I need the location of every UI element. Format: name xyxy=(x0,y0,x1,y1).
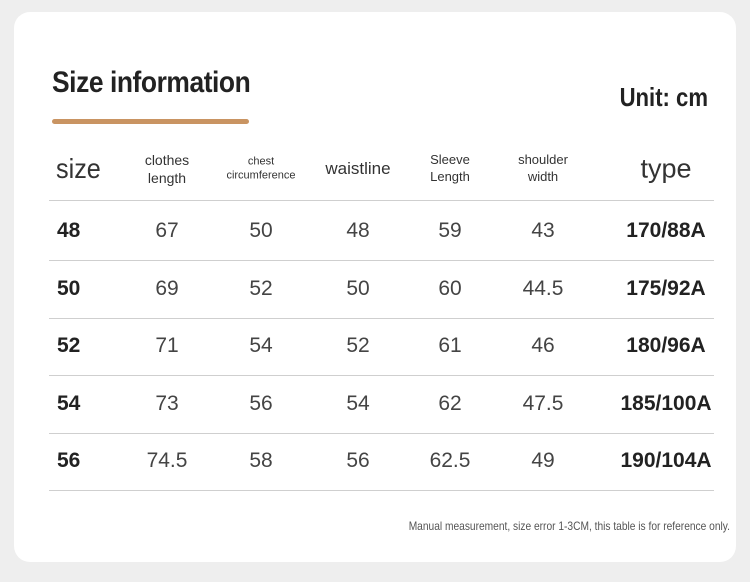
column-header: chest circumference xyxy=(226,155,296,182)
column-header: type xyxy=(640,153,692,184)
measure-cell: 50 xyxy=(249,219,273,242)
size-cell: 54 xyxy=(57,392,81,415)
measure-cell: 58 xyxy=(249,449,273,472)
measure-cell: 50 xyxy=(346,277,370,300)
measure-cell: 43 xyxy=(531,219,555,242)
row-rule xyxy=(49,375,714,376)
measure-cell: 44.5 xyxy=(522,277,564,300)
measure-cell: 73 xyxy=(155,392,179,415)
measure-cell: 69 xyxy=(155,277,179,300)
size-cell: 48 xyxy=(57,219,81,242)
title: Size information xyxy=(52,66,251,99)
measure-cell: 61 xyxy=(438,334,462,357)
column-header: size xyxy=(56,152,101,184)
row-rule xyxy=(49,433,714,434)
measure-cell: 60 xyxy=(438,277,462,300)
row-rule xyxy=(49,490,714,491)
measure-cell: 71 xyxy=(155,334,179,357)
type-cell: 175/92A xyxy=(626,277,706,300)
measure-cell: 52 xyxy=(346,334,370,357)
row-rule xyxy=(49,318,714,319)
type-cell: 190/104A xyxy=(620,449,712,472)
size-cell: 52 xyxy=(57,334,81,357)
row-rule xyxy=(49,260,714,261)
row-rule xyxy=(49,200,714,201)
measure-cell: 52 xyxy=(249,277,273,300)
measure-cell: 46 xyxy=(531,334,555,357)
measure-cell: 54 xyxy=(346,392,370,415)
type-cell: 170/88A xyxy=(626,219,706,242)
measure-cell: 56 xyxy=(346,449,370,472)
size-cell: 50 xyxy=(57,277,81,300)
column-header: Sleeve Length xyxy=(430,152,470,184)
measure-cell: 59 xyxy=(438,219,462,242)
measure-cell: 62.5 xyxy=(429,449,471,472)
type-cell: 185/100A xyxy=(620,392,712,415)
measure-cell: 67 xyxy=(155,219,179,242)
column-header: waistline xyxy=(325,158,391,178)
measure-cell: 48 xyxy=(346,219,370,242)
column-header: shoulder width xyxy=(518,152,568,184)
measure-cell: 47.5 xyxy=(522,392,564,415)
footnote: Manual measurement, size error 1-3CM, th… xyxy=(408,519,730,533)
title-underline xyxy=(52,119,249,124)
measure-cell: 56 xyxy=(249,392,273,415)
measure-cell: 54 xyxy=(249,334,273,357)
measure-cell: 74.5 xyxy=(146,449,188,472)
size-cell: 56 xyxy=(57,449,81,472)
measure-cell: 49 xyxy=(531,449,555,472)
column-header: clothes length xyxy=(144,151,190,186)
unit: Unit: cm xyxy=(619,82,708,112)
measure-cell: 62 xyxy=(438,392,462,415)
card xyxy=(14,12,736,562)
type-cell: 180/96A xyxy=(626,334,706,357)
